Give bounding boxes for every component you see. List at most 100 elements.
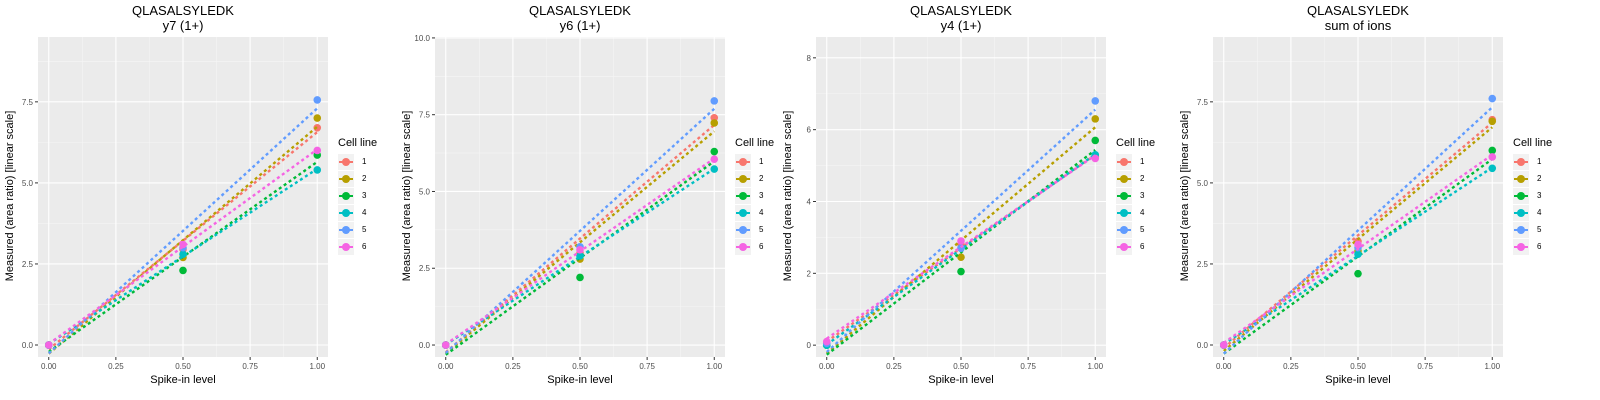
legend-item: 2: [1116, 170, 1155, 187]
legend-label: 1: [362, 157, 367, 166]
y-tick-label: 10.0: [414, 34, 430, 43]
fit-line-1: [1222, 121, 1494, 349]
legend-key: [1116, 204, 1132, 221]
data-point-4: [179, 250, 187, 259]
legend-key: [1513, 238, 1529, 255]
legend-item: 4: [1513, 204, 1552, 221]
legend-label: 5: [759, 225, 764, 234]
y-tick-label: 5.0: [1197, 179, 1209, 188]
legend-key: [735, 238, 751, 255]
y-tick-label: 0.0: [22, 341, 34, 350]
data-point-6: [1354, 240, 1362, 249]
x-tick-label: 0.75: [242, 362, 258, 371]
legend-label: 1: [1140, 157, 1145, 166]
legend-label: 2: [1537, 174, 1542, 183]
legend-key: [1513, 153, 1529, 170]
legend-key: [338, 204, 354, 221]
legend-label: 2: [1140, 174, 1145, 183]
data-point-6: [1488, 153, 1497, 161]
data-point-3: [1354, 269, 1362, 278]
data-point-2: [1488, 117, 1497, 126]
legend-key: [735, 170, 751, 187]
legend-item: 3: [338, 187, 377, 204]
legend-item: 5: [1513, 221, 1552, 238]
data-point-6: [1091, 154, 1100, 163]
legend-item: 1: [1116, 153, 1155, 170]
data-point-6: [576, 246, 584, 254]
data-point-5: [313, 96, 322, 104]
data-point-6: [44, 341, 53, 349]
legend-label: 5: [1140, 225, 1145, 234]
x-tick-label: 0.00: [438, 362, 454, 371]
legend-key: [338, 221, 354, 238]
legend-key: [338, 153, 354, 170]
legend-title: Cell line: [735, 137, 775, 149]
legend-title: Cell line: [1116, 137, 1156, 149]
x-tick-label: 0.50: [953, 362, 969, 371]
legend-label: 1: [1537, 157, 1542, 166]
legend-key: [338, 170, 354, 187]
legend-item: 5: [338, 221, 377, 238]
legend-key: [1513, 221, 1529, 238]
y-tick-label: 5.0: [419, 187, 431, 196]
data-point-3: [1091, 136, 1100, 145]
chart-title: QLASALSYLEDK: [910, 3, 1012, 18]
legend-label: 4: [362, 208, 367, 217]
legend-title: Cell line: [338, 137, 378, 149]
legend-label: 3: [362, 191, 367, 200]
legend-key: [338, 187, 354, 204]
x-tick-label: 0.25: [1283, 362, 1299, 371]
legend-key: [735, 221, 751, 238]
x-tick-label: 0.50: [1350, 362, 1366, 371]
x-tick-label: 0.75: [639, 362, 655, 371]
legend-key: [1513, 170, 1529, 187]
data-point-5: [1091, 97, 1100, 105]
chart-subtitle: y6 (1+): [559, 18, 601, 33]
data-point-3: [179, 266, 187, 275]
x-tick-label: 0.75: [1020, 362, 1036, 371]
chart-subtitle: y4 (1+): [940, 18, 982, 33]
x-tick-label: 1.00: [1087, 362, 1103, 371]
legend-label: 4: [1140, 208, 1145, 217]
data-point-3: [576, 273, 584, 282]
legend-key: [735, 204, 751, 221]
y-tick-label: 2: [807, 269, 812, 278]
legend-label: 1: [759, 157, 764, 166]
legend-key: [735, 153, 751, 170]
legend-key: [1116, 153, 1132, 170]
legend-title: Cell line: [1513, 137, 1553, 149]
y-tick-label: 7.5: [22, 98, 34, 107]
y-tick-label: 2.5: [1197, 260, 1209, 269]
x-tick-label: 0.00: [41, 362, 57, 371]
fit-line-3: [445, 160, 715, 356]
x-tick-label: 0.75: [1417, 362, 1433, 371]
legend: Cell line 1 2 3 4 5 6: [735, 137, 774, 255]
x-tick-label: 0.25: [108, 362, 124, 371]
data-point-5: [1488, 94, 1497, 103]
legend: Cell line 1 2 3 4 5 6: [1513, 137, 1552, 255]
legend-key: [338, 238, 354, 255]
legend-label: 6: [1537, 242, 1542, 251]
y-tick-label: 8: [807, 54, 812, 63]
x-tick-label: 1.00: [1484, 362, 1500, 371]
legend-label: 5: [1537, 225, 1542, 234]
legend-key: [1116, 238, 1132, 255]
data-point-6: [710, 155, 719, 164]
legend-label: 6: [362, 242, 367, 251]
y-tick-label: 6: [807, 126, 812, 135]
data-point-4: [1354, 250, 1362, 259]
data-point-3: [710, 147, 719, 156]
legend-item: 2: [338, 170, 377, 187]
legend-label: 2: [362, 174, 367, 183]
legend-label: 3: [1537, 191, 1542, 200]
fit-line-3: [1223, 158, 1493, 355]
data-point-6: [313, 146, 322, 155]
legend-label: 3: [1140, 191, 1145, 200]
y-tick-label: 0.0: [419, 341, 431, 350]
legend-label: 6: [759, 242, 764, 251]
legend: Cell line 1 2 3 4 5 6: [1116, 137, 1155, 255]
chart-title: QLASALSYLEDK: [1307, 3, 1409, 18]
data-point-3: [957, 267, 965, 276]
y-tick-label: 7.5: [1197, 98, 1209, 107]
chart-title: QLASALSYLEDK: [132, 3, 234, 18]
